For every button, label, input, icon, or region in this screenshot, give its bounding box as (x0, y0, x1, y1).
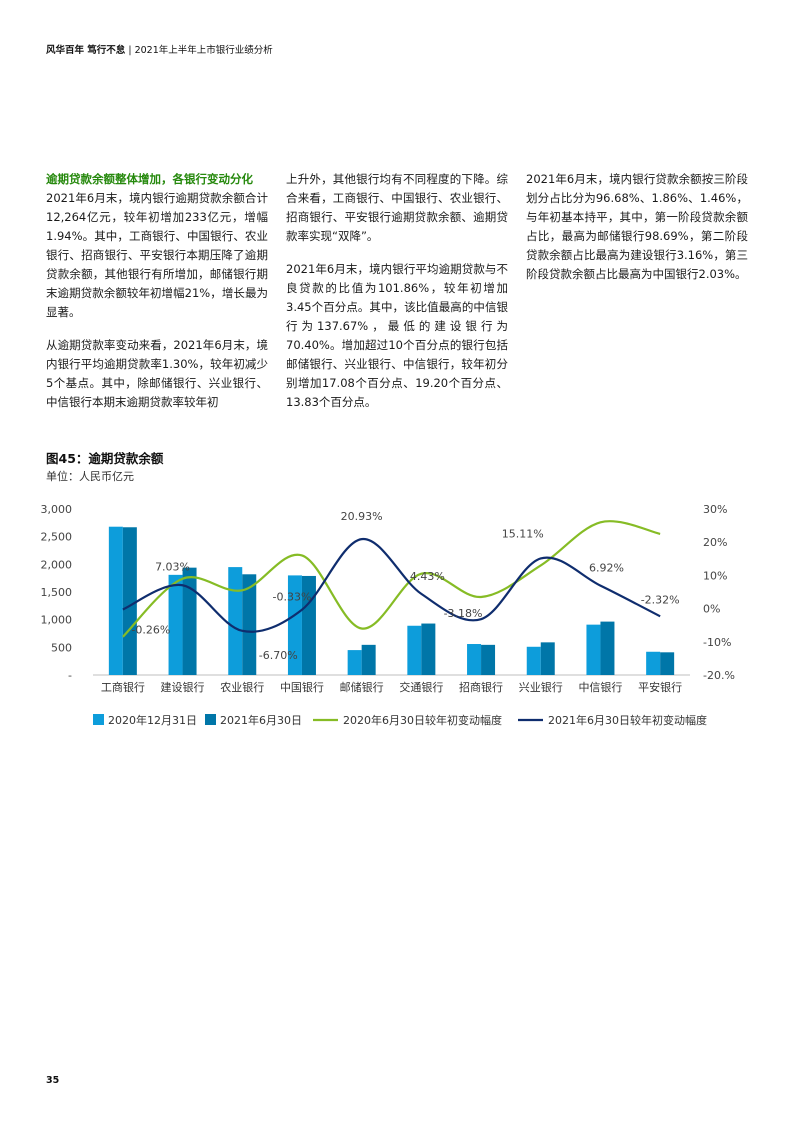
bar-2020 (407, 625, 422, 675)
text-column-1: 逾期贷款余额整体增加，各银行变动分化 2021年6月末，境内银行逾期贷款余额合计… (46, 170, 268, 426)
category-label: 兴业银行 (519, 680, 563, 694)
bar-2021 (660, 652, 675, 675)
text-column-2: 上升外，其他银行均有不同程度的下降。综合来看，工商银行、中国银行、农业银行、招商… (286, 170, 508, 426)
legend-label: 2020年6月30日较年初变动幅度 (343, 713, 502, 727)
data-label: 4.43% (410, 570, 445, 583)
category-label: 中国银行 (280, 680, 324, 694)
bar-2021 (421, 623, 436, 675)
bar-2020 (467, 644, 482, 675)
paragraph: 上升外，其他银行均有不同程度的下降。综合来看，工商银行、中国银行、农业银行、招商… (286, 172, 508, 243)
category-label: 邮储银行 (340, 680, 384, 694)
right-tick-label: 10% (703, 569, 727, 582)
bar-2020 (646, 651, 661, 675)
category-label: 工商银行 (101, 680, 145, 694)
paragraph: 2021年6月末，境内银行平均逾期贷款与不良贷款的比值为101.86%，较年初增… (286, 262, 508, 409)
bar-2021 (361, 644, 376, 675)
category-label: 农业银行 (220, 680, 264, 694)
data-label: 7.03% (155, 560, 190, 573)
page-number: 35 (46, 1075, 60, 1086)
bar-2021 (242, 574, 257, 675)
data-label: -6.70% (259, 649, 298, 662)
left-tick-label: 1,000 (41, 614, 73, 627)
bar-2020 (228, 567, 243, 675)
bar-2021 (600, 621, 615, 675)
data-label: -2.32% (641, 593, 680, 606)
bar-2021 (122, 527, 137, 675)
paragraph: 2021年6月末，境内银行贷款余额按三阶段划分占比分为96.68%、1.86%、… (526, 172, 748, 281)
category-label: 中信银行 (578, 680, 622, 694)
left-tick-label: 3,000 (41, 503, 73, 516)
right-tick-label: -20.% (703, 669, 735, 682)
section-heading: 逾期贷款余额整体增加，各银行变动分化 (46, 172, 253, 186)
bar-2021 (481, 644, 496, 675)
category-label: 招商银行 (459, 680, 503, 694)
left-tick-label: 2,500 (41, 531, 73, 544)
bar-2020 (586, 624, 601, 675)
left-tick-label: 500 (51, 641, 72, 654)
data-label: 15.11% (502, 527, 544, 540)
data-label: -0.33% (272, 591, 311, 604)
line-2021-change (122, 538, 661, 633)
right-tick-label: 20% (703, 536, 727, 549)
right-tick-label: -10% (703, 636, 731, 649)
right-tick-label: 30% (703, 503, 727, 516)
data-label: 20.93% (341, 510, 383, 523)
figure-title: 图45：逾期贷款余额 (46, 451, 164, 466)
left-tick-label: 2,000 (41, 558, 73, 571)
bar-2021 (540, 642, 555, 675)
bar-2021 (301, 575, 316, 675)
bar-2021 (182, 567, 197, 675)
data-label: -3.18% (444, 607, 483, 620)
data-label: 6.92% (589, 562, 624, 575)
page-header: 风华百年 笃行不怠 | 2021年上半年上市银行业绩分析 (46, 42, 273, 56)
bar-2020 (168, 574, 183, 675)
paragraph: 从逾期贷款率变动来看，2021年6月末，境内银行平均逾期贷款率1.30%，较年初… (46, 338, 268, 409)
header-report-title: 2021年上半年上市银行业绩分析 (134, 45, 273, 56)
bar-2020 (526, 646, 541, 675)
category-label: 平安银行 (638, 680, 682, 694)
legend-label: 2021年6月30日较年初变动幅度 (548, 713, 707, 727)
data-label: -0.26% (131, 623, 170, 636)
header-brand: 风华百年 笃行不怠 (46, 45, 126, 56)
legend-label: 2020年12月31日 (108, 713, 197, 727)
line-2020-change (122, 520, 661, 638)
category-label: 交通银行 (399, 680, 443, 694)
left-tick-label: 1,500 (41, 586, 73, 599)
legend-swatch-2020 (93, 714, 104, 725)
category-label: 建设银行 (161, 680, 205, 694)
paragraph: 2021年6月末，境内银行逾期贷款余额合计12,264亿元，较年初增加233亿元… (46, 191, 268, 319)
overdue-loans-chart: - 500 1,000 1,500 2,000 2,500 3,000 -20.% -10% 0%… (41, 503, 735, 727)
bar-2020 (347, 650, 362, 675)
figure-unit: 单位：人民币亿元 (46, 470, 134, 483)
bar-2020 (108, 526, 123, 675)
legend-swatch-2021 (205, 714, 216, 725)
legend-label: 2021年6月30日 (220, 713, 302, 727)
right-tick-label: 0% (703, 603, 720, 616)
header-separator: | (128, 45, 132, 56)
bar-2020 (287, 575, 302, 675)
left-tick-label: - (68, 669, 72, 682)
text-column-3: 2021年6月末，境内银行贷款余额按三阶段划分占比分为96.68%、1.86%、… (526, 170, 748, 298)
